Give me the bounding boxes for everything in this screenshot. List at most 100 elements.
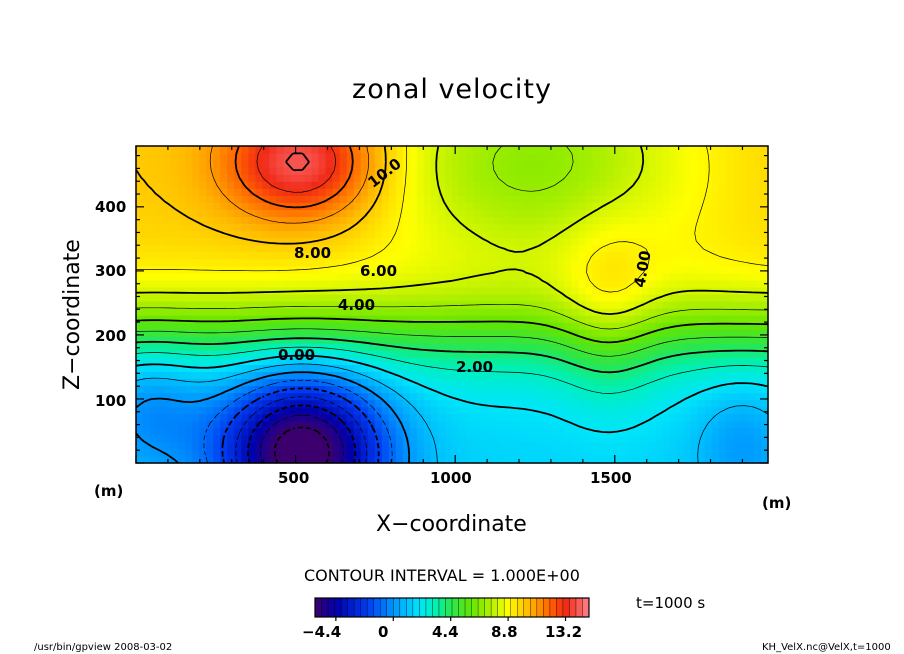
field-cell xyxy=(150,202,158,210)
field-cell xyxy=(213,230,221,239)
field-cell xyxy=(192,160,200,168)
field-cell xyxy=(367,167,376,175)
field-cell xyxy=(437,455,446,464)
contour-label: 6.00 xyxy=(360,262,398,280)
field-cell xyxy=(753,258,762,267)
field-cell xyxy=(515,350,523,358)
field-cell xyxy=(466,153,474,161)
field-cell xyxy=(346,455,355,464)
field-cell xyxy=(606,399,615,408)
field-cell xyxy=(662,308,671,316)
field-cell xyxy=(283,392,292,401)
field-cell xyxy=(725,434,734,443)
field-cell xyxy=(718,448,727,457)
field-cell xyxy=(543,406,551,415)
field-cell xyxy=(304,167,313,175)
field-cell xyxy=(283,216,292,225)
field-cell xyxy=(648,385,657,394)
field-cell xyxy=(592,399,601,408)
contour-label: 2.00 xyxy=(456,358,494,376)
field-cell xyxy=(515,406,523,415)
field-cell xyxy=(332,434,341,443)
field-cell xyxy=(283,258,292,267)
field-cell xyxy=(255,329,263,337)
field-cell xyxy=(550,146,558,154)
field-cell xyxy=(283,399,292,408)
field-cell xyxy=(494,188,502,196)
field-cell xyxy=(416,336,425,344)
field-cell xyxy=(423,230,432,239)
field-cell xyxy=(634,209,643,218)
field-cell xyxy=(430,181,439,189)
field-cell xyxy=(494,406,502,415)
field-cell xyxy=(192,350,200,358)
field-cell xyxy=(157,272,165,281)
field-cell xyxy=(676,265,685,274)
field-cell xyxy=(353,181,362,189)
field-cell xyxy=(662,209,671,218)
field-cell xyxy=(655,230,664,239)
field-cell xyxy=(648,223,657,232)
field-cell xyxy=(143,230,151,239)
field-cell xyxy=(550,448,558,457)
field-cell xyxy=(171,406,179,415)
field-cell xyxy=(157,399,165,408)
field-cell xyxy=(234,322,242,330)
field-cell xyxy=(536,322,544,330)
field-cell xyxy=(416,329,425,337)
field-cell xyxy=(739,258,748,267)
field-cell xyxy=(571,329,579,337)
field-cell xyxy=(381,343,390,351)
field-cell xyxy=(529,420,537,429)
field-cell xyxy=(367,441,376,450)
field-cell xyxy=(136,230,144,239)
field-cell xyxy=(494,364,502,373)
field-cell xyxy=(402,279,411,288)
field-cell xyxy=(529,286,537,295)
field-cell xyxy=(452,343,460,351)
field-cell xyxy=(494,181,502,189)
field-cell xyxy=(353,265,362,274)
field-cell xyxy=(501,300,509,309)
field-cell xyxy=(459,230,467,239)
field-cell xyxy=(655,315,664,323)
field-cell xyxy=(388,378,397,387)
field-cell xyxy=(690,455,699,464)
field-cell xyxy=(150,455,158,464)
field-cell xyxy=(627,174,636,182)
colorbar-swatch xyxy=(523,598,531,617)
field-cell xyxy=(578,300,587,309)
field-cell xyxy=(578,448,587,457)
field-cell xyxy=(388,399,397,408)
field-cell xyxy=(276,357,285,365)
field-cell xyxy=(704,434,713,443)
field-cell xyxy=(444,378,453,387)
field-cell xyxy=(599,350,608,358)
field-cell xyxy=(550,258,558,267)
field-cell xyxy=(220,308,228,316)
field-cell xyxy=(557,413,565,422)
field-cell xyxy=(676,406,685,415)
field-cell xyxy=(550,315,558,323)
colorbar-swatch xyxy=(438,598,446,617)
field-cell xyxy=(262,153,271,161)
field-cell xyxy=(353,160,362,168)
field-cell xyxy=(339,427,348,436)
field-cell xyxy=(473,392,481,401)
field-cell xyxy=(473,293,481,302)
field-cell xyxy=(353,371,362,380)
field-cell xyxy=(669,406,678,415)
field-cell xyxy=(276,195,285,203)
field-cell xyxy=(136,258,144,267)
field-cell xyxy=(206,406,214,415)
field-cell xyxy=(494,230,502,239)
field-cell xyxy=(262,448,271,457)
field-cell xyxy=(311,448,320,457)
field-cell xyxy=(669,188,678,196)
field-cell xyxy=(227,195,235,203)
field-cell xyxy=(536,272,544,281)
field-cell xyxy=(171,300,179,309)
field-cell xyxy=(241,272,249,281)
field-cell xyxy=(753,315,762,323)
field-cell xyxy=(452,420,460,429)
